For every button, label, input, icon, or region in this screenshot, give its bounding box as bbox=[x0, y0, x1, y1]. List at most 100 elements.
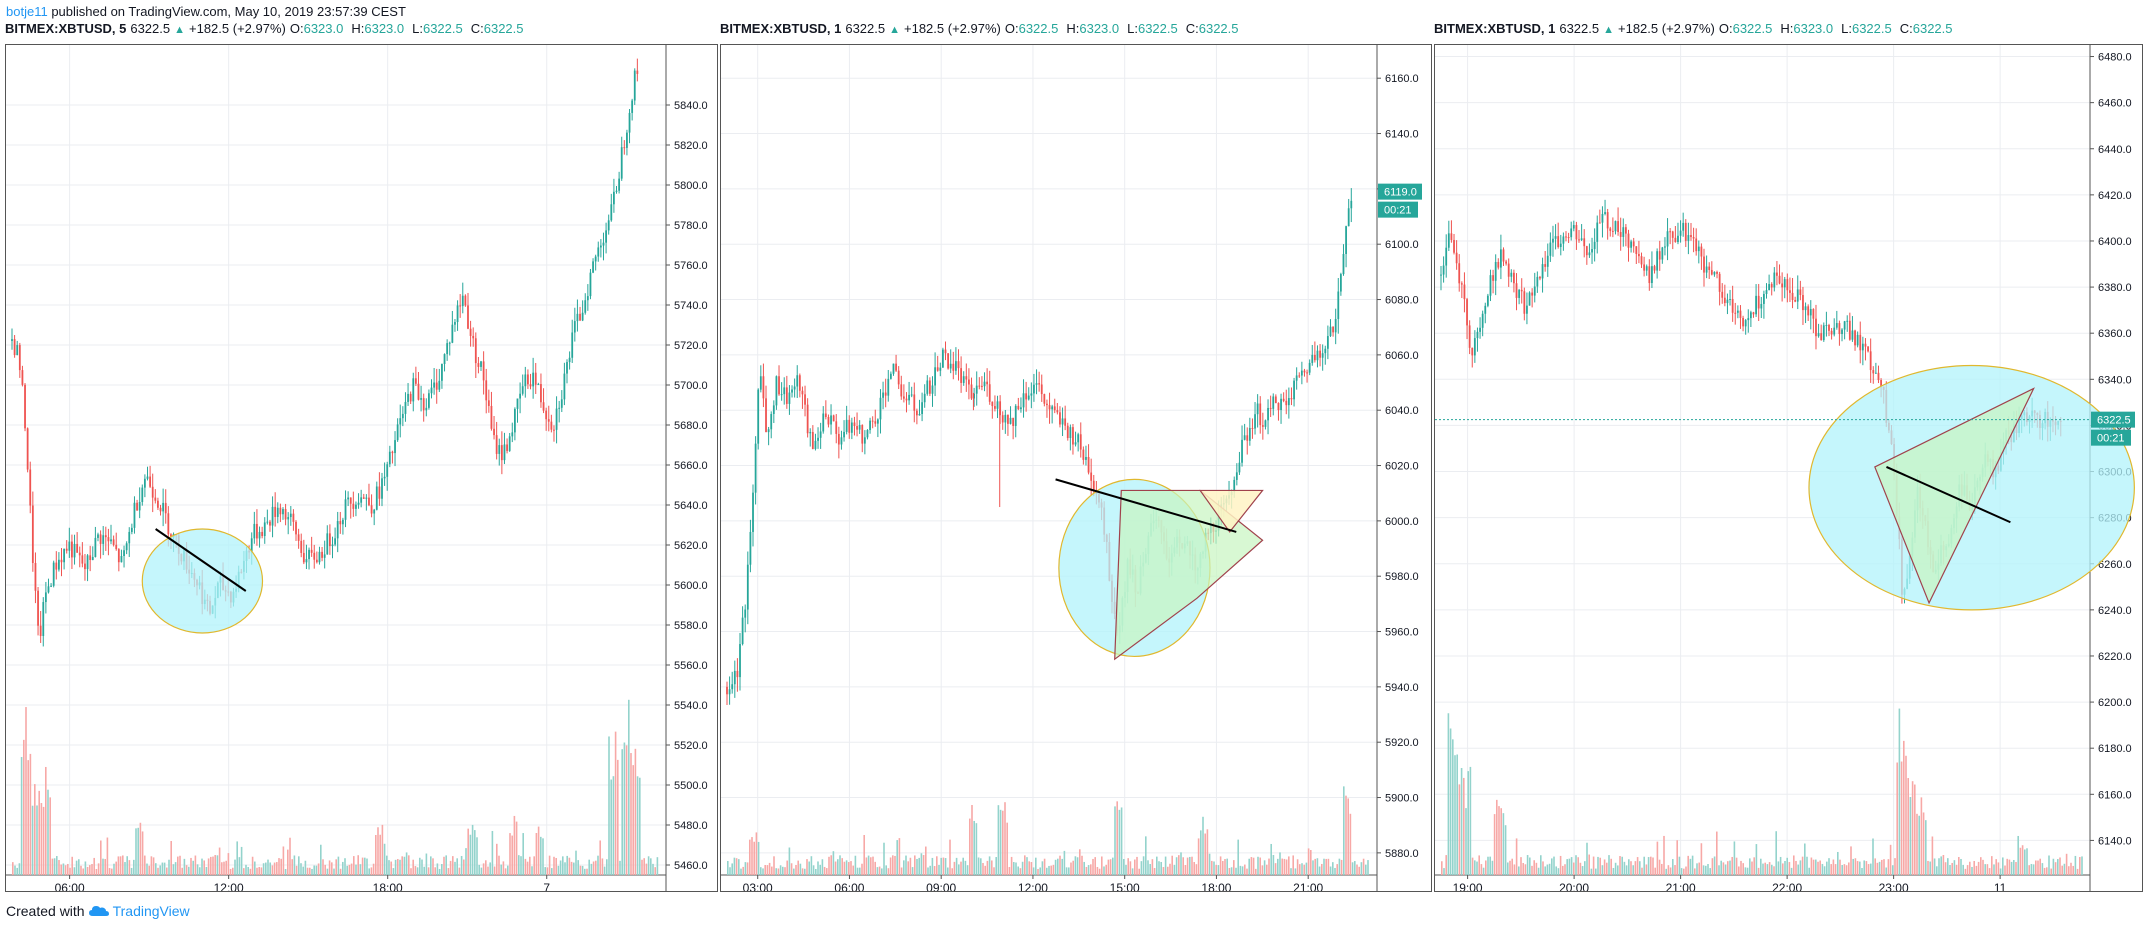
volume-bar bbox=[1892, 865, 1894, 875]
volume-bar bbox=[1669, 867, 1672, 875]
candle-body bbox=[370, 505, 373, 514]
volume-bar bbox=[786, 860, 788, 875]
chart-frame[interactable]: 5880.0 5900.0 5920.0 5940.0 5960.0 5980.0 6000… bbox=[720, 44, 1432, 895]
y-tick-label: 6440.0 bbox=[2098, 144, 2132, 156]
drawings[interactable] bbox=[141, 528, 264, 634]
volume-bar bbox=[234, 859, 236, 875]
volume-bar bbox=[2006, 858, 2008, 875]
volume-bar bbox=[1619, 856, 1621, 875]
volume-bar bbox=[1184, 864, 1187, 875]
last-price-badge bbox=[2091, 411, 2135, 428]
chart-panel-3[interactable]: BITMEX:XBTUSD, 1 6322.5 ▲ +182.5 (+2.97%) O:… bbox=[1434, 18, 2143, 898]
volume-bar bbox=[984, 865, 986, 875]
volume-bar bbox=[1856, 861, 1859, 875]
volume-bar bbox=[80, 865, 82, 875]
triangle-drawing[interactable] bbox=[1874, 387, 2035, 605]
candle-body bbox=[373, 509, 376, 514]
candle-body bbox=[1092, 480, 1095, 491]
volume-bar bbox=[445, 855, 447, 875]
volume-bar bbox=[645, 863, 648, 875]
candle-body bbox=[626, 132, 628, 148]
y-tick-label: 6140.0 bbox=[1385, 129, 1419, 141]
volume-bar bbox=[1597, 856, 1599, 875]
time-axis[interactable]: 06:00 12:00 18:00 7 bbox=[55, 875, 551, 895]
chart-panel-1[interactable]: BITMEX:XBTUSD, 5 6322.5 ▲ +182.5 (+2.97%) O:… bbox=[5, 18, 718, 898]
tradingview-brand-link[interactable]: TradingView bbox=[112, 903, 190, 919]
chart-frame[interactable]: 6140.0 6160.0 6180.0 6200.0 6220.0 6240.0 6260… bbox=[1434, 44, 2143, 895]
price-axis[interactable]: 5460.05480.05500.05520.05540.05560.05580… bbox=[666, 100, 708, 872]
volume-bar bbox=[1828, 858, 1830, 875]
trend-line[interactable] bbox=[1055, 478, 1237, 533]
volume-bar bbox=[1345, 795, 1347, 875]
candle-body bbox=[1313, 354, 1316, 361]
volume-bar bbox=[927, 867, 929, 875]
candle-body bbox=[783, 387, 786, 395]
candle-body bbox=[1583, 238, 1586, 247]
candle-body bbox=[60, 559, 63, 563]
candle-body bbox=[939, 367, 942, 371]
candle-body bbox=[287, 517, 290, 520]
y-tick-label: 6060.0 bbox=[1385, 350, 1419, 362]
volume-bar bbox=[1905, 755, 1907, 875]
volume-bar bbox=[207, 858, 210, 875]
volume-bar bbox=[240, 846, 243, 875]
candlestick-chart[interactable]: 5460.05480.05500.05520.05540.05560.05580… bbox=[6, 45, 717, 895]
candle-body bbox=[29, 469, 32, 506]
volume-bar bbox=[766, 865, 769, 875]
ellipse-drawing[interactable] bbox=[141, 528, 264, 634]
candle-body bbox=[151, 486, 154, 498]
volume-bar bbox=[944, 858, 947, 875]
volume-bar bbox=[1241, 866, 1244, 875]
volume-bar bbox=[502, 861, 505, 875]
trend-line[interactable] bbox=[1886, 466, 2011, 524]
chart-panel-2[interactable]: BITMEX:XBTUSD, 1 6322.5 ▲ +182.5 (+2.97%) O:… bbox=[720, 18, 1432, 898]
candle-body bbox=[1804, 306, 1807, 311]
volume-bar bbox=[947, 867, 949, 875]
candle-body bbox=[362, 497, 365, 499]
volume-bar bbox=[1054, 859, 1057, 875]
triangle-drawing-yellow[interactable] bbox=[1198, 489, 1264, 533]
volume-bar bbox=[331, 862, 333, 875]
candlestick-chart[interactable]: 5880.05900.05920.05940.05960.05980.06000… bbox=[721, 45, 1431, 895]
y-tick-label: 6480.0 bbox=[2098, 52, 2132, 64]
candle-body bbox=[55, 562, 58, 570]
volume-bar bbox=[746, 862, 749, 875]
volume-bar bbox=[1672, 859, 1674, 875]
volume-bars bbox=[12, 699, 659, 875]
volume-bar bbox=[1272, 855, 1275, 875]
candlestick-chart[interactable]: 6140.06160.06180.06200.06220.06240.06260… bbox=[1435, 45, 2142, 895]
volume-bar bbox=[1316, 858, 1319, 875]
volume-bar bbox=[1830, 864, 1832, 875]
volume-bar bbox=[1755, 844, 1758, 875]
time-axis[interactable]: 19:00 20:00 21:00 22:00 23:00 11 bbox=[1453, 875, 2007, 895]
time-axis[interactable]: 03:00 06:00 09:00 12:00 15:00 18:00 21:00 bbox=[743, 875, 1324, 895]
volume-bar bbox=[1680, 868, 1683, 875]
trend-line[interactable] bbox=[155, 528, 247, 592]
candle-body bbox=[461, 295, 464, 307]
candle-body bbox=[1643, 264, 1646, 271]
candle-body bbox=[342, 519, 344, 525]
volume-bar bbox=[960, 861, 962, 875]
chart-frame[interactable]: 5460.0 5480.0 5500.0 5520.0 5540.0 5560.0 5580… bbox=[5, 44, 718, 895]
volume-bar bbox=[612, 776, 615, 875]
candle-body bbox=[276, 507, 279, 517]
volume-bar bbox=[823, 866, 826, 875]
volume-bar bbox=[1738, 866, 1740, 875]
candle-body bbox=[305, 559, 308, 563]
candle-body bbox=[1682, 222, 1685, 231]
volume-bar bbox=[344, 858, 346, 875]
volume-bar bbox=[639, 777, 641, 875]
drawings[interactable] bbox=[1055, 478, 1264, 661]
volume-bar bbox=[843, 861, 846, 875]
volume-bar bbox=[434, 867, 436, 875]
candle-body bbox=[511, 432, 514, 437]
drawings[interactable] bbox=[1808, 364, 2135, 611]
candle-body bbox=[540, 384, 542, 403]
volume-bar bbox=[1810, 857, 1813, 875]
volume-bar bbox=[779, 865, 782, 875]
volume-bar bbox=[861, 863, 863, 875]
volume-bar bbox=[1612, 867, 1615, 875]
author-link[interactable]: botje11 bbox=[6, 4, 48, 19]
volume-bar bbox=[1142, 856, 1145, 875]
volume-bar bbox=[1665, 868, 1667, 875]
